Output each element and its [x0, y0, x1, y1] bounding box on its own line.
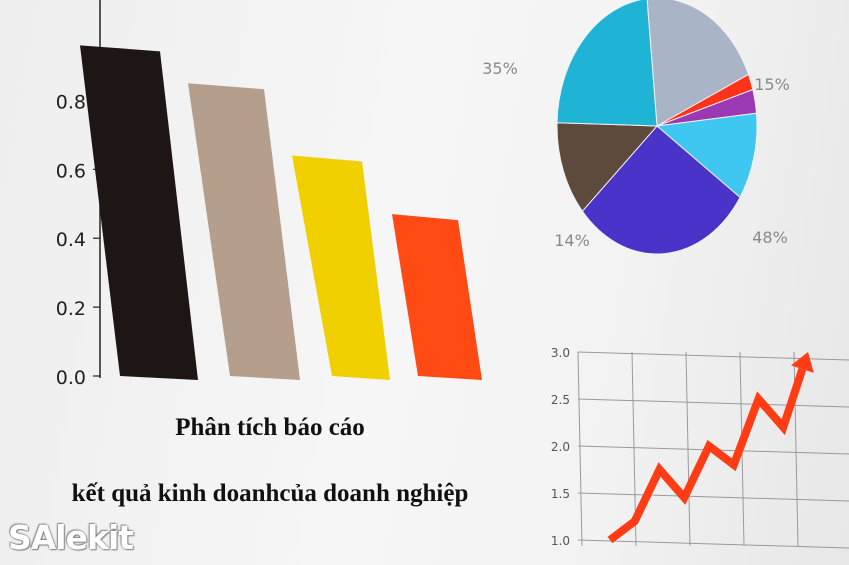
grid-line	[577, 398, 849, 408]
arrow-head	[790, 352, 814, 373]
caption-title: Phân tích báo cáo	[175, 414, 365, 441]
pie-label: 35%	[482, 59, 518, 78]
pie-slice	[655, 112, 758, 199]
pie-slice	[646, 0, 750, 127]
pie-slice	[556, 122, 659, 213]
grid-line	[685, 351, 691, 547]
caption-subtitle: kết quả kinh doanhcủa doanh nghiệp	[71, 480, 469, 507]
y-tick-label: 1.5	[551, 487, 570, 501]
grid-line	[577, 539, 849, 549]
y-tick-label: 2.0	[551, 440, 570, 454]
pie-label: 14%	[554, 231, 590, 250]
grid-line	[577, 492, 849, 502]
pie-label: 48%	[752, 228, 788, 247]
bar-chart: 0.0 0.2 0.4 0.6 0.8	[56, 0, 482, 389]
series-line	[607, 367, 807, 544]
bar	[292, 155, 390, 380]
y-tick-label: 0.6	[56, 160, 86, 182]
pie-slice	[581, 125, 741, 255]
y-tick-label: 1.0	[551, 534, 570, 548]
pie-chart: 35% 15% 48% 14%	[482, 0, 790, 255]
y-tick-label: 0.8	[56, 91, 86, 113]
watermark-logo: SAlekit	[8, 518, 134, 557]
bar	[80, 45, 198, 380]
y-tick-label: 3.0	[551, 346, 570, 360]
pie-label: 15%	[754, 75, 790, 94]
y-tick-label: 2.5	[551, 393, 570, 407]
y-tick-label: 0.4	[56, 229, 86, 251]
bar	[188, 83, 300, 380]
y-tick-label: 0.2	[56, 298, 86, 320]
grid-line	[577, 351, 583, 547]
line-chart: 1.0 1.5 2.0 2.5 3.0	[551, 346, 849, 549]
bar	[392, 214, 482, 380]
pie-slice	[556, 0, 658, 127]
y-tick-label: 0.0	[56, 367, 86, 389]
